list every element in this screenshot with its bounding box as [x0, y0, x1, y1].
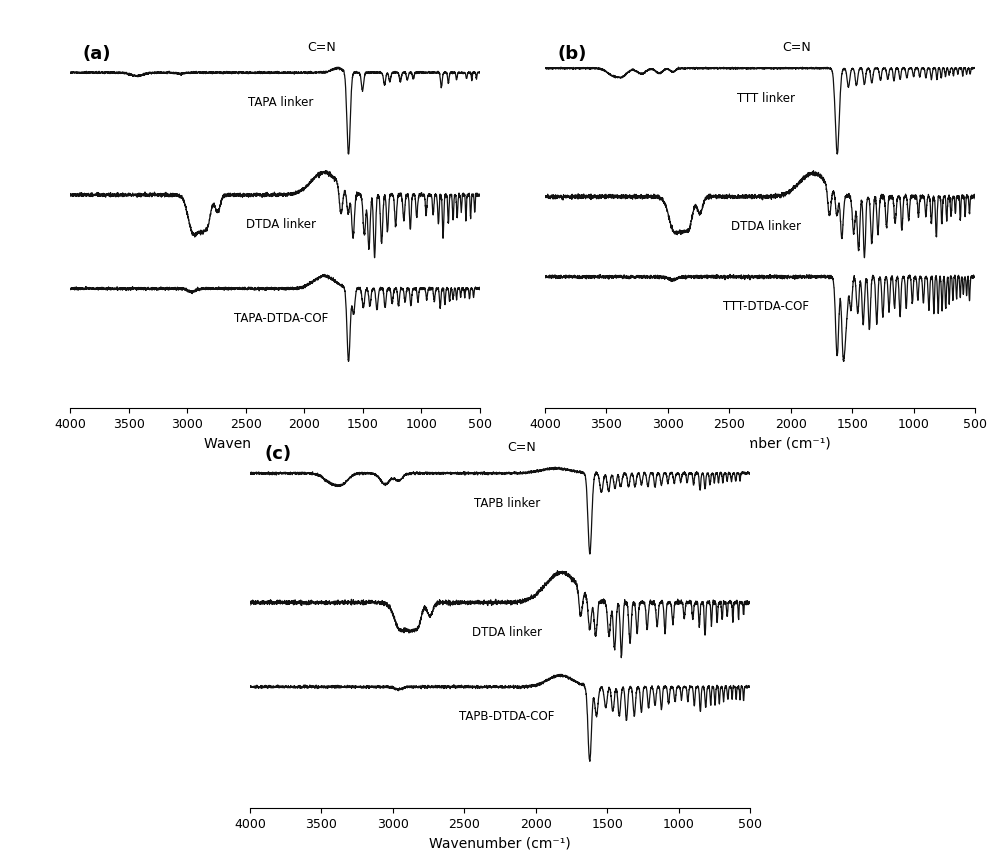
Text: C=N: C=N	[307, 41, 336, 54]
X-axis label: Wavenumber (cm⁻¹): Wavenumber (cm⁻¹)	[429, 837, 571, 851]
Text: TAPA-DTDA-COF: TAPA-DTDA-COF	[234, 312, 328, 325]
Text: DTDA linker: DTDA linker	[246, 219, 316, 231]
Text: (c): (c)	[265, 445, 292, 463]
Text: TAPA linker: TAPA linker	[248, 96, 314, 109]
Text: TAPB linker: TAPB linker	[474, 497, 540, 510]
Text: C=N: C=N	[782, 41, 811, 54]
Text: (b): (b)	[558, 45, 587, 63]
Text: DTDA linker: DTDA linker	[472, 626, 542, 639]
Text: TTT linker: TTT linker	[737, 92, 795, 105]
X-axis label: Wavenumber (cm⁻¹): Wavenumber (cm⁻¹)	[204, 437, 346, 451]
X-axis label: Wavenumber (cm⁻¹): Wavenumber (cm⁻¹)	[689, 437, 831, 451]
Text: (a): (a)	[82, 45, 111, 63]
Text: TAPB-DTDA-COF: TAPB-DTDA-COF	[459, 711, 555, 723]
Text: C=N: C=N	[507, 441, 536, 454]
Text: TTT-DTDA-COF: TTT-DTDA-COF	[723, 300, 809, 313]
Text: DTDA linker: DTDA linker	[731, 220, 801, 233]
